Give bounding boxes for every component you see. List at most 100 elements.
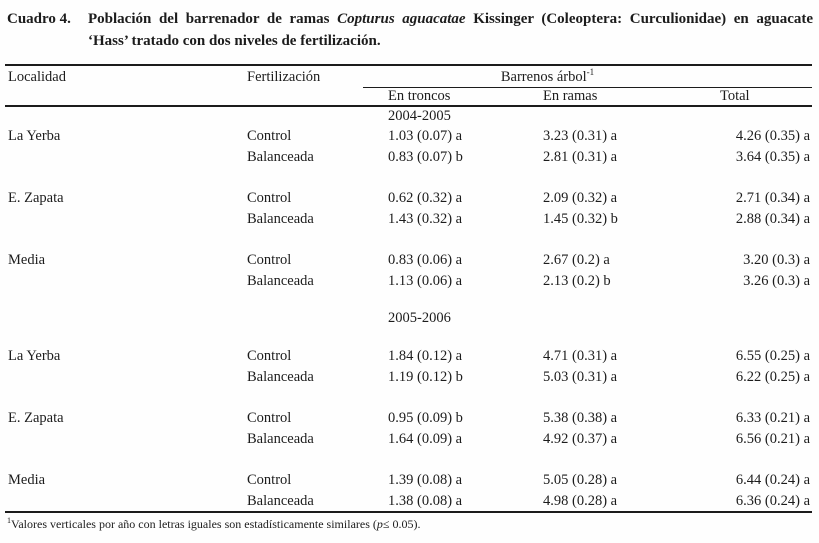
table-row: Balanceada 1.13 (0.06) a 2.13 (0.2) b 3.26 … bbox=[5, 271, 812, 292]
localidad-cell bbox=[5, 367, 243, 388]
en-ramas-cell: 5.05 (0.28) a bbox=[543, 472, 618, 488]
spacer-row bbox=[5, 168, 812, 188]
spacer-row bbox=[5, 450, 812, 470]
en-troncos-cell: 1.13 (0.06) a bbox=[388, 273, 463, 289]
en-ramas-cell: 3.23 (0.31) a bbox=[543, 128, 618, 144]
empty-cell bbox=[688, 308, 812, 328]
total-cell: 6.56 (0.21) a bbox=[735, 431, 811, 447]
caption-species-italic: Copturus aguacatae bbox=[337, 11, 466, 27]
spacer-cell bbox=[5, 168, 812, 188]
caption-number: Cuadro 4. bbox=[7, 11, 71, 27]
year-row: 2004-2005 bbox=[5, 106, 812, 126]
spacer-cell bbox=[5, 292, 812, 308]
header-en-troncos: En troncos bbox=[363, 87, 533, 107]
fertilizacion-cell: Control bbox=[247, 190, 292, 206]
total-cell: 6.44 (0.24) a bbox=[735, 472, 811, 488]
table-footnote: 1Valores verticales por año con letras i… bbox=[5, 516, 813, 532]
en-ramas-cell: 4.98 (0.28) a bbox=[543, 492, 618, 509]
fertilizacion-cell: Control bbox=[247, 348, 292, 364]
localidad-cell: Media bbox=[8, 252, 46, 268]
header-total: Total bbox=[688, 87, 813, 107]
table-row: Media Control 0.83 (0.06) a 2.67 (0.2) a 3.2… bbox=[5, 250, 812, 271]
localidad-cell: La Yerba bbox=[8, 348, 61, 364]
localidad-cell: La Yerba bbox=[8, 128, 61, 144]
total-cell: 4.26 (0.35) a bbox=[735, 128, 811, 144]
table-caption: Cuadro 4. Población del barrenador de ra… bbox=[5, 8, 813, 52]
footnote-p-italic: p bbox=[376, 517, 383, 531]
spacer-cell bbox=[5, 230, 812, 250]
localidad-cell bbox=[5, 429, 243, 450]
empty-cell bbox=[5, 308, 243, 328]
en-troncos-cell: 1.84 (0.12) a bbox=[388, 348, 463, 364]
spacer-cell bbox=[5, 328, 812, 346]
en-ramas-cell: 2.67 (0.2) a bbox=[543, 252, 610, 268]
year-row: 2005-2006 bbox=[5, 308, 812, 328]
en-troncos-cell: 1.43 (0.32) a bbox=[388, 211, 463, 227]
en-ramas-cell: 1.45 (0.32) b bbox=[543, 211, 618, 227]
table-row: Balanceada 0.83 (0.07) b 2.81 (0.31) a 3.64… bbox=[5, 147, 812, 168]
table-row: Balanceada 1.64 (0.09) a 4.92 (0.37) a 6.56… bbox=[5, 429, 812, 450]
en-ramas-cell: 4.71 (0.31) a bbox=[543, 348, 618, 364]
localidad-cell bbox=[5, 147, 243, 168]
table-body: 2004-2005 La Yerba Control 1.03 (0.07) a 3.2… bbox=[5, 106, 812, 512]
fertilizacion-cell: Balanceada bbox=[247, 369, 314, 385]
table-header: Localidad Fertilización Barrenos árbol-1… bbox=[5, 65, 813, 107]
table-row: La Yerba Control 1.84 (0.12) a 4.71 (0.31) … bbox=[5, 346, 812, 367]
footnote-superscript: 1 bbox=[7, 516, 11, 525]
spacer-row bbox=[5, 292, 812, 308]
header-barrenos-text: Barrenos árbol bbox=[500, 69, 587, 85]
header-barrenos-arbol: Barrenos árbol-1 bbox=[363, 65, 813, 88]
en-ramas-cell: 5.03 (0.31) a bbox=[543, 369, 618, 385]
spacer-row bbox=[5, 388, 812, 408]
fertilizacion-cell: Balanceada bbox=[247, 492, 314, 509]
en-troncos-cell: 0.83 (0.06) a bbox=[388, 252, 463, 268]
fertilizacion-cell: Control bbox=[247, 472, 292, 488]
fertilizacion-cell: Control bbox=[247, 410, 292, 426]
en-troncos-cell: 0.83 (0.07) b bbox=[388, 149, 463, 165]
total-cell: 6.55 (0.25) a bbox=[735, 348, 811, 364]
spacer-row bbox=[5, 328, 812, 346]
empty-cell bbox=[688, 106, 812, 126]
fertilizacion-cell: Control bbox=[247, 252, 292, 268]
header-en-ramas: En ramas bbox=[533, 87, 688, 107]
en-ramas-cell: 2.09 (0.32) a bbox=[543, 190, 618, 206]
total-cell: 3.64 (0.35) a bbox=[735, 149, 811, 165]
fertilizacion-cell: Balanceada bbox=[247, 211, 314, 227]
table-row: E. Zapata Control 0.62 (0.32) a 2.09 (0.32)… bbox=[5, 188, 812, 209]
en-ramas-cell: 5.38 (0.38) a bbox=[543, 410, 618, 426]
footnote-text-part2: ≤ 0.05). bbox=[382, 517, 421, 531]
spacer-row bbox=[5, 230, 812, 250]
empty-cell bbox=[243, 308, 363, 328]
en-ramas-cell: 2.81 (0.31) a bbox=[543, 149, 618, 165]
fertilizacion-cell: Balanceada bbox=[247, 431, 314, 447]
spacer-cell bbox=[5, 450, 812, 470]
table-row: Media Control 1.39 (0.08) a 5.05 (0.28) a 6.… bbox=[5, 470, 812, 491]
localidad-cell bbox=[5, 271, 243, 292]
header-barrenos-superscript: -1 bbox=[586, 67, 595, 78]
en-troncos-cell: 1.38 (0.08) a bbox=[388, 492, 463, 509]
header-localidad: Localidad bbox=[5, 65, 243, 107]
en-troncos-cell: 0.62 (0.32) a bbox=[388, 190, 463, 206]
table-row: Balanceada 1.43 (0.32) a 1.45 (0.32) b 2.88… bbox=[5, 209, 812, 230]
total-cell: 6.36 (0.24) a bbox=[735, 492, 811, 509]
total-cell: 6.33 (0.21) a bbox=[735, 410, 811, 426]
localidad-cell bbox=[5, 209, 243, 230]
en-troncos-cell: 1.03 (0.07) a bbox=[388, 128, 463, 144]
year-label: 2004-2005 bbox=[388, 108, 451, 124]
empty-cell bbox=[5, 106, 243, 126]
localidad-cell: Media bbox=[8, 472, 46, 488]
en-troncos-cell: 1.19 (0.12) b bbox=[388, 369, 463, 385]
spacer-cell bbox=[5, 388, 812, 408]
data-table: Localidad Fertilización Barrenos árbol-1… bbox=[5, 64, 813, 513]
en-ramas-cell: 2.13 (0.2) b bbox=[543, 273, 611, 289]
caption-text-part2: Kissinger (Coleoptera: Curculionidae) en… bbox=[88, 11, 814, 49]
en-troncos-cell: 0.95 (0.09) b bbox=[388, 410, 463, 426]
total-cell: 2.71 (0.34) a bbox=[735, 190, 811, 206]
en-troncos-cell: 1.64 (0.09) a bbox=[388, 431, 463, 447]
caption-text-part1: Población del barrenador de ramas bbox=[88, 11, 338, 27]
footnote-text-part1: Valores verticales por año con letras ig… bbox=[11, 517, 377, 531]
localidad-cell bbox=[5, 491, 243, 512]
fertilizacion-cell: Balanceada bbox=[247, 149, 314, 165]
table-row: Balanceada 1.19 (0.12) b 5.03 (0.31) a 6.22… bbox=[5, 367, 812, 388]
empty-cell bbox=[533, 106, 688, 126]
